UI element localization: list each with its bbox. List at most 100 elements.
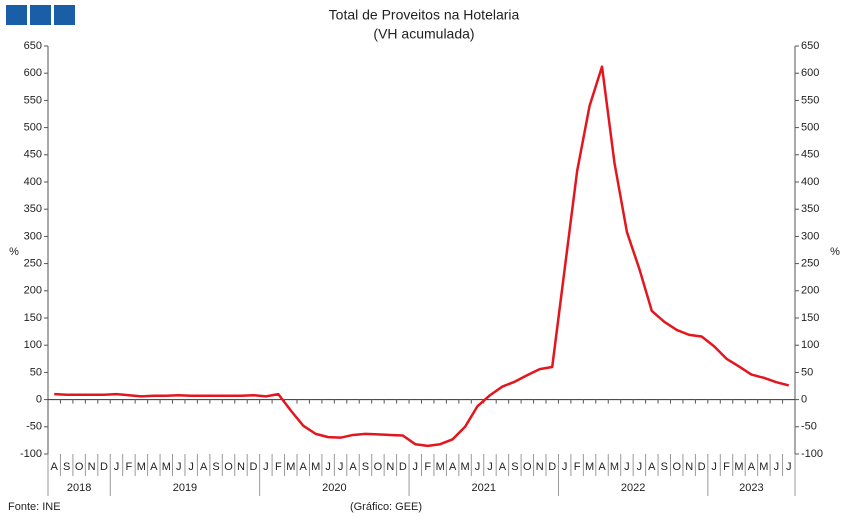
x-tick-label: A	[748, 461, 756, 473]
x-tick-label: A	[349, 461, 357, 473]
y2-tick-label: 350	[801, 203, 819, 215]
y-tick-label: 450	[24, 149, 42, 161]
x-tick-label: J	[487, 461, 493, 473]
x-tick-label: J	[338, 461, 344, 473]
y2-tick-label: 200	[801, 285, 819, 297]
x-tick-label: F	[574, 461, 581, 473]
x-tick-label: J	[624, 461, 630, 473]
x-tick-label: F	[424, 461, 431, 473]
x-tick-label: J	[562, 461, 568, 473]
y2-tick-label: 0	[801, 394, 807, 406]
x-tick-label: O	[75, 461, 84, 473]
x-tick-label: J	[413, 461, 419, 473]
x-tick-label: M	[759, 461, 768, 473]
chart-subtitle: (VH acumulada)	[373, 26, 474, 42]
x-tick-label: O	[374, 461, 383, 473]
x-tick-label: D	[399, 461, 407, 473]
y-tick-label: 650	[24, 40, 42, 52]
x-tick-label: A	[449, 461, 457, 473]
x-tick-label: D	[698, 461, 706, 473]
x-tick-label: M	[585, 461, 594, 473]
x-tick-label: D	[100, 461, 108, 473]
x-tick-label: J	[188, 461, 194, 473]
x-tick-label: A	[499, 461, 507, 473]
y-tick-label: 250	[24, 258, 42, 270]
x-tick-label: M	[286, 461, 295, 473]
y2-tick-label: 650	[801, 40, 819, 52]
x-tick-label: S	[63, 461, 70, 473]
y2-tick-label: -50	[801, 421, 817, 433]
year-label: 2019	[173, 482, 197, 494]
x-tick-label: F	[723, 461, 730, 473]
y-tick-label: 350	[24, 203, 42, 215]
y-tick-label: 600	[24, 67, 42, 79]
x-tick-label: M	[610, 461, 619, 473]
year-label: 2018	[67, 482, 91, 494]
x-tick-label: J	[637, 461, 643, 473]
x-tick-label: A	[648, 461, 656, 473]
x-tick-label: A	[300, 461, 308, 473]
year-label: 2023	[739, 482, 763, 494]
y-axis-label: %	[9, 246, 19, 258]
y2-tick-label: 550	[801, 94, 819, 106]
x-tick-label: N	[536, 461, 544, 473]
x-tick-label: O	[224, 461, 233, 473]
y2-tick-label: 150	[801, 312, 819, 324]
x-tick-label: J	[786, 461, 792, 473]
x-tick-label: S	[661, 461, 668, 473]
data-line	[54, 65, 790, 448]
y2-tick-label: 100	[801, 339, 819, 351]
y2-tick-label: 600	[801, 67, 819, 79]
x-tick-label: N	[685, 461, 693, 473]
y2-axis-label: %	[830, 246, 840, 258]
y-tick-label: 100	[24, 339, 42, 351]
x-tick-label: A	[598, 461, 606, 473]
x-tick-label: M	[460, 461, 469, 473]
x-tick-label: J	[176, 461, 182, 473]
x-tick-label: J	[711, 461, 717, 473]
x-tick-label: A	[200, 461, 208, 473]
x-tick-label: J	[114, 461, 120, 473]
x-tick-label: N	[88, 461, 96, 473]
logo-block	[30, 5, 51, 25]
x-tick-label: M	[436, 461, 445, 473]
y2-tick-label: 300	[801, 230, 819, 242]
y2-tick-label: -100	[801, 448, 823, 460]
y-tick-label: 500	[24, 122, 42, 134]
chart-title: Total de Proveitos na Hotelaria	[329, 7, 520, 23]
logo-block	[6, 5, 27, 25]
x-tick-label: S	[212, 461, 219, 473]
x-tick-label: O	[672, 461, 681, 473]
x-tick-label: J	[475, 461, 481, 473]
x-tick-label: J	[774, 461, 780, 473]
x-tick-label: S	[362, 461, 369, 473]
year-label: 2021	[472, 482, 496, 494]
y-tick-label: 50	[30, 366, 42, 378]
y-tick-label: -50	[26, 421, 42, 433]
x-tick-label: M	[734, 461, 743, 473]
credit: (Gráfico: GEE)	[350, 501, 422, 513]
y-tick-label: 200	[24, 285, 42, 297]
x-tick-label: A	[51, 461, 59, 473]
x-tick-label: J	[263, 461, 269, 473]
y-tick-label: 300	[24, 230, 42, 242]
x-tick-label: O	[523, 461, 532, 473]
y-tick-label: 150	[24, 312, 42, 324]
x-tick-label: N	[237, 461, 245, 473]
x-tick-label: S	[511, 461, 518, 473]
y2-tick-label: 250	[801, 258, 819, 270]
year-label: 2022	[621, 482, 645, 494]
y-tick-label: 0	[36, 394, 42, 406]
x-tick-label: M	[311, 461, 320, 473]
x-tick-label: F	[275, 461, 282, 473]
x-tick-label: N	[386, 461, 394, 473]
year-label: 2020	[322, 482, 346, 494]
y2-tick-label: 500	[801, 122, 819, 134]
y2-tick-label: 450	[801, 149, 819, 161]
y2-tick-label: 400	[801, 176, 819, 188]
x-tick-label: J	[325, 461, 331, 473]
y-tick-label: 550	[24, 94, 42, 106]
x-tick-label: D	[548, 461, 556, 473]
x-tick-label: A	[150, 461, 158, 473]
